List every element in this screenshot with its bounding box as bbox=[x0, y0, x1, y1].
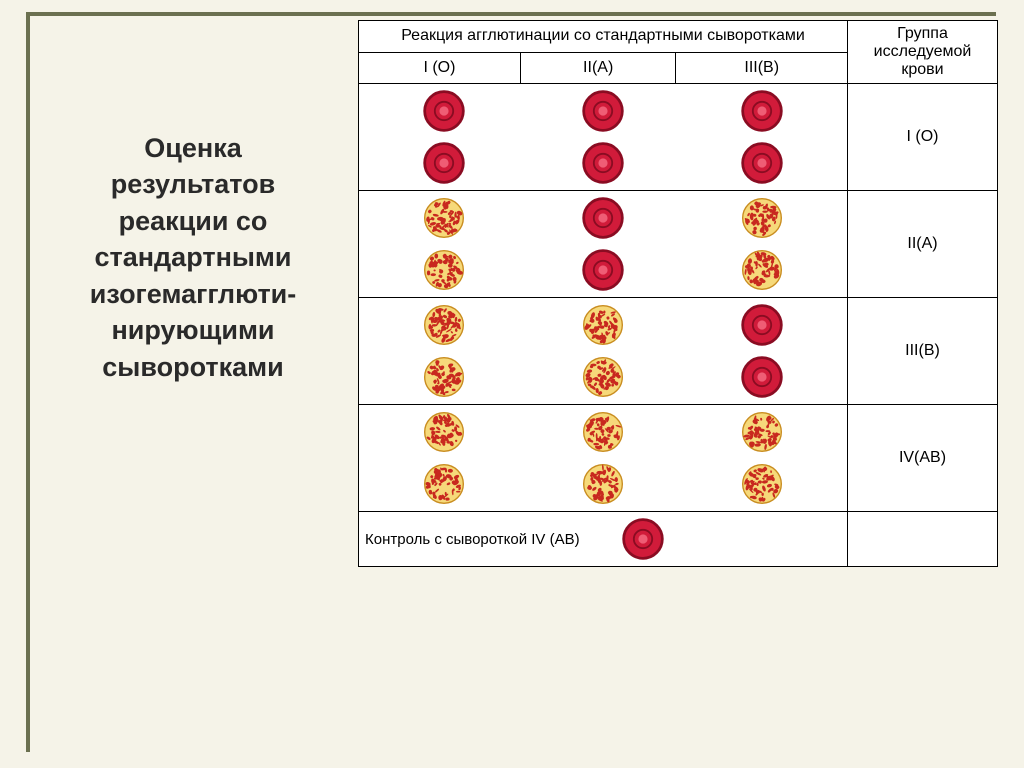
agglutination-table: Реакция агглютинации со стандартными сыв… bbox=[358, 20, 998, 567]
slide-title: Оценка результатов реакции со стандартны… bbox=[48, 130, 338, 385]
sample-pair bbox=[421, 88, 467, 186]
title-line: нирующими bbox=[111, 315, 274, 345]
header-reaction: Реакция агглютинации со стандартными сыв… bbox=[359, 21, 848, 53]
row-label-3: III(B) bbox=[848, 298, 998, 405]
sample-pair bbox=[421, 302, 467, 400]
control-row: Контроль с сывороткой IV (AB) bbox=[359, 512, 998, 567]
table-row: I (O) bbox=[359, 84, 998, 191]
control-sample bbox=[620, 516, 666, 562]
control-label: Контроль с сывороткой IV (AB) bbox=[365, 531, 580, 548]
sample-pair bbox=[580, 302, 626, 400]
frame-horizontal bbox=[26, 12, 996, 16]
table-row: IV(AB) bbox=[359, 405, 998, 512]
title-line: Оценка bbox=[144, 133, 241, 163]
sample-pair bbox=[739, 195, 785, 293]
sample-pair bbox=[739, 409, 785, 507]
sample-pair bbox=[580, 409, 626, 507]
sample-pair bbox=[739, 88, 785, 186]
row-label-1: I (O) bbox=[848, 84, 998, 191]
table-row: III(B) bbox=[359, 298, 998, 405]
header-group: Группа исследуемой крови bbox=[848, 21, 998, 84]
sample-row-3 bbox=[365, 302, 841, 400]
sample-row-2 bbox=[365, 195, 841, 293]
sample-row-1 bbox=[365, 88, 841, 186]
sample-pair bbox=[421, 409, 467, 507]
title-line: изогемагглюти- bbox=[90, 279, 297, 309]
title-line: стандартными bbox=[94, 242, 291, 272]
sample-pair bbox=[739, 302, 785, 400]
sample-pair bbox=[580, 88, 626, 186]
frame-vertical bbox=[26, 12, 30, 752]
col-header-1: I (O) bbox=[359, 52, 521, 84]
sample-pair bbox=[580, 195, 626, 293]
table-row: II(A) bbox=[359, 191, 998, 298]
title-line: сыворотками bbox=[102, 352, 283, 382]
row-label-2: II(A) bbox=[848, 191, 998, 298]
col-header-3: III(B) bbox=[676, 52, 848, 84]
title-line: реакции со bbox=[119, 206, 268, 236]
control-empty bbox=[848, 512, 998, 567]
col-header-2: II(A) bbox=[520, 52, 676, 84]
row-label-4: IV(AB) bbox=[848, 405, 998, 512]
sample-pair bbox=[421, 195, 467, 293]
title-line: результатов bbox=[111, 169, 276, 199]
sample-row-4 bbox=[365, 409, 841, 507]
